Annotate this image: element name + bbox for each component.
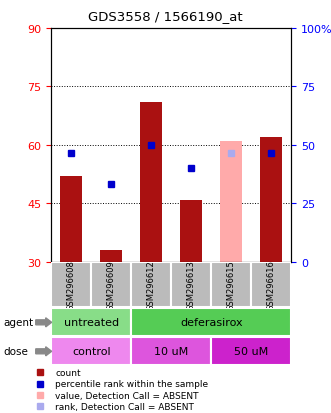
Text: 50 uM: 50 uM	[234, 347, 268, 356]
Bar	[211, 337, 291, 366]
Text: GSM296613: GSM296613	[187, 260, 196, 310]
Bar	[51, 262, 91, 308]
Bar	[60, 177, 82, 262]
Text: rank, Detection Call = ABSENT: rank, Detection Call = ABSENT	[55, 402, 194, 411]
Bar	[180, 200, 202, 262]
Bar	[131, 262, 171, 308]
Bar	[131, 337, 211, 366]
Text: untreated: untreated	[64, 318, 119, 328]
Bar	[51, 337, 131, 366]
Bar	[100, 251, 122, 262]
Text: control: control	[72, 347, 111, 356]
Text: deferasirox: deferasirox	[180, 318, 243, 328]
Text: dose: dose	[3, 347, 28, 356]
Text: GSM296609: GSM296609	[107, 260, 116, 310]
Text: GSM296615: GSM296615	[227, 260, 236, 310]
Bar	[211, 262, 251, 308]
Bar	[140, 103, 162, 262]
Text: GDS3558 / 1566190_at: GDS3558 / 1566190_at	[88, 10, 243, 23]
Bar	[251, 262, 291, 308]
Bar	[171, 262, 211, 308]
Text: count: count	[55, 368, 81, 377]
Text: 10 uM: 10 uM	[154, 347, 188, 356]
Text: percentile rank within the sample: percentile rank within the sample	[55, 379, 208, 388]
Text: value, Detection Call = ABSENT: value, Detection Call = ABSENT	[55, 391, 199, 400]
Text: GSM296608: GSM296608	[67, 260, 76, 310]
Bar	[220, 142, 242, 262]
Text: GSM296612: GSM296612	[147, 260, 156, 310]
Bar	[260, 138, 282, 262]
Text: agent: agent	[3, 318, 33, 328]
Bar	[131, 309, 291, 337]
Bar	[51, 309, 131, 337]
Text: GSM296616: GSM296616	[267, 260, 276, 310]
Bar	[91, 262, 131, 308]
